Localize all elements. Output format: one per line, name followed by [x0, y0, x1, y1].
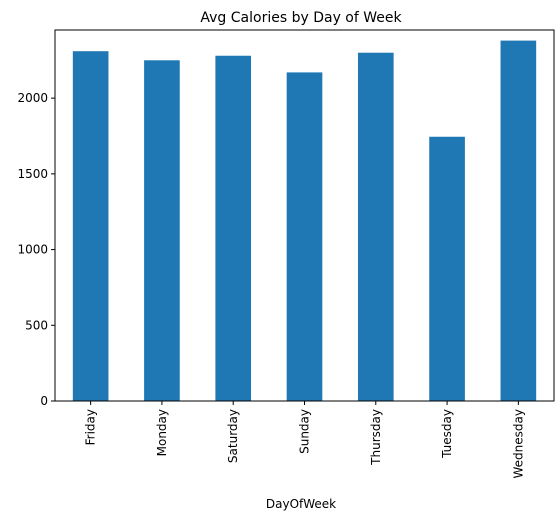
x-tick-label-saturday: Saturday	[226, 409, 240, 463]
x-tick-label-wednesday: Wednesday	[511, 409, 525, 478]
bar-friday	[72, 51, 109, 401]
y-tick-label: 1000	[17, 243, 48, 257]
plot-frame	[54, 29, 555, 402]
y-tick-label: 500	[25, 318, 48, 332]
bar-tuesday	[429, 136, 465, 401]
x-tick-label-friday: Friday	[84, 409, 98, 445]
x-tick-label-monday: Monday	[155, 409, 169, 456]
chart-title: Avg Calories by Day of Week	[200, 10, 402, 26]
y-tick-label: 2000	[17, 91, 48, 105]
x-tick-label-tuesday: Tuesday	[440, 409, 454, 459]
bar-sunday	[286, 72, 323, 402]
y-tick-label: 1500	[17, 167, 48, 181]
bar-monday	[144, 60, 180, 402]
bar-thursday	[357, 52, 394, 401]
y-tick-label: 0	[40, 394, 48, 408]
x-tick-label-sunday: Sunday	[298, 409, 312, 454]
y-axis: 0 500 1000 1500 2000	[17, 91, 55, 408]
bar-saturday	[215, 55, 252, 401]
bar-wednesday	[500, 40, 537, 401]
x-tick-label-thursday: Thursday	[369, 409, 383, 466]
bars-group	[72, 40, 537, 402]
x-axis-label: DayOfWeek	[266, 497, 336, 511]
x-axis: Friday Monday Saturday Sunday Thursday Tuesda…	[84, 401, 525, 478]
